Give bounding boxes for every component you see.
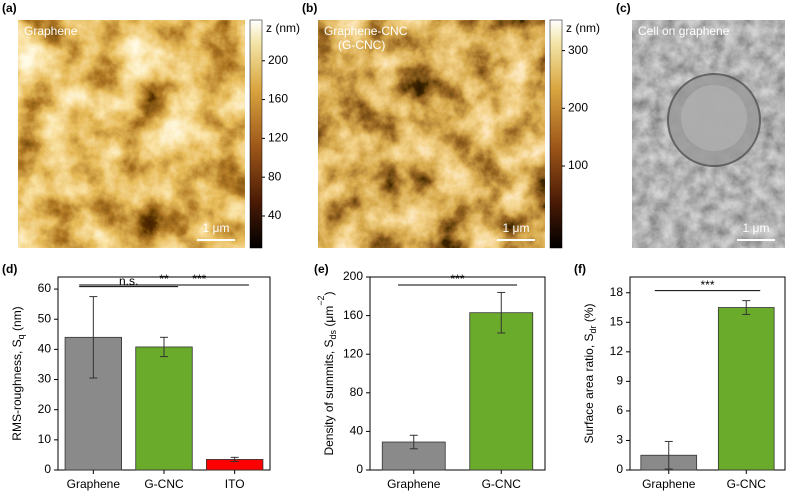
image-caption: (G-CNC): [338, 38, 385, 52]
y-tick-label: 10: [38, 432, 52, 446]
plot-frame: [629, 276, 786, 471]
colorbar-label: z (nm): [566, 21, 600, 35]
y-axis-label: Density of summits, Sds (μm−2): [316, 291, 338, 455]
colorbar-label: z (nm): [266, 21, 300, 35]
image-caption: Graphene: [24, 24, 78, 38]
colorbar-tick-label: 100: [568, 158, 588, 172]
y-axis-label-part: dr: [588, 325, 598, 333]
y-axis-label-part: ): [322, 291, 336, 295]
y-tick-label: 6: [616, 403, 623, 417]
significance-label: ***: [700, 278, 714, 292]
y-tick-label: 20: [38, 402, 52, 416]
y-tick-label: 30: [38, 372, 52, 386]
y-axis-label-part: (%): [582, 303, 596, 325]
afm-image: [18, 20, 245, 248]
colorbar-tick-label: 200: [568, 100, 588, 114]
cell-inner: [681, 85, 747, 151]
image-caption: Cell on graphene: [638, 24, 730, 38]
y-axis-label: Surface area ratio, Sdr (%): [582, 303, 598, 443]
colorbar-tick-label: 200: [268, 53, 288, 67]
y-tick-label: 9: [616, 374, 623, 388]
panel-label: (d): [2, 262, 17, 276]
significance-label: ***: [192, 272, 206, 286]
y-axis-label-part: (μm: [322, 306, 336, 330]
y-tick-label: 0: [356, 462, 363, 476]
y-tick-label: 60: [38, 281, 52, 295]
bar: [381, 441, 446, 471]
colorbar-tick-label: 40: [268, 208, 282, 222]
significance-label: ***: [450, 272, 464, 286]
y-axis-label-part: q: [16, 334, 26, 339]
y-axis-label-part: (nm): [10, 306, 24, 334]
panel-label: (a): [2, 1, 17, 15]
y-tick-label: 0: [44, 462, 51, 476]
y-tick-label: 80: [350, 385, 364, 399]
bar: [717, 307, 775, 471]
y-tick-label: 50: [38, 311, 52, 325]
x-tick-label: Graphene: [642, 477, 696, 491]
y-tick-label: 200: [343, 269, 363, 283]
y-axis-label-part: RMS-roughness, S: [10, 339, 24, 440]
y-tick-label: 18: [610, 285, 624, 299]
x-tick-label: Graphene: [387, 477, 441, 491]
colorbar-tick-label: 120: [268, 131, 288, 145]
scale-bar-label: 1 μm: [503, 221, 530, 235]
x-tick-label: Graphene: [67, 477, 121, 491]
x-tick-label: ITO: [225, 477, 245, 491]
y-tick-label: 15: [610, 314, 624, 328]
x-tick-label: G-CNC: [482, 477, 522, 491]
y-axis-label-part: Surface area ratio, S: [582, 333, 596, 443]
y-tick-label: 120: [343, 346, 363, 360]
y-tick-label: 3: [616, 433, 623, 447]
plot-frame: [369, 276, 546, 471]
panel-label: (b): [302, 1, 317, 15]
significance-label: n.s.: [119, 274, 138, 288]
colorbar-tick-label: 300: [568, 43, 588, 57]
y-tick-label: 40: [350, 424, 364, 438]
colorbar: [549, 19, 563, 249]
image-caption: Graphene-CNC: [324, 24, 408, 38]
scale-bar-label: 1 μm: [743, 221, 770, 235]
significance-label: **: [159, 272, 169, 286]
bar: [135, 346, 193, 471]
afm-image: [318, 20, 545, 248]
x-tick-label: G-CNC: [727, 477, 767, 491]
y-tick-label: 160: [343, 308, 363, 322]
y-tick-label: 40: [38, 342, 52, 356]
y-tick-label: 0: [616, 462, 623, 476]
panel-label: (f): [574, 262, 586, 276]
panel-label: (e): [314, 262, 329, 276]
panel-label: (c): [616, 1, 631, 15]
y-axis-label: RMS-roughness, Sq (nm): [10, 306, 26, 440]
y-axis-label-part: Density of summits, S: [322, 340, 336, 456]
y-axis-label-part: ds: [328, 329, 338, 339]
scale-bar-label: 1 μm: [203, 221, 230, 235]
colorbar-tick-label: 160: [268, 92, 288, 106]
colorbar: [249, 19, 263, 249]
colorbar-tick-label: 80: [268, 169, 282, 183]
x-tick-label: G-CNC: [144, 477, 184, 491]
y-axis-label-part: −2: [316, 295, 326, 305]
y-tick-label: 12: [610, 344, 624, 358]
bar: [469, 312, 534, 471]
